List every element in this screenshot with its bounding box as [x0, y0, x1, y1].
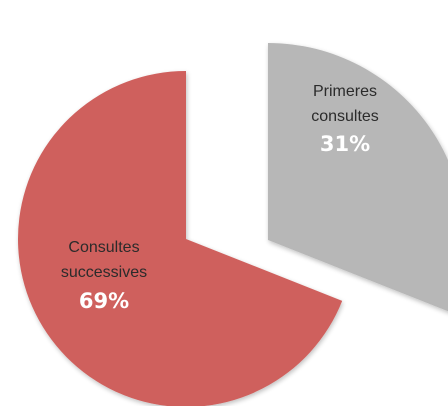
pie-slice-primeres-consultes [268, 43, 448, 312]
slice-label-successives-line2: successives [61, 264, 147, 281]
slice-label-primeres-line1: Primeres [313, 83, 377, 100]
slice-percent-successives: 69% [79, 289, 129, 313]
pie-slice-consultes-successives [18, 71, 343, 406]
slice-percent-primeres: 31% [320, 132, 370, 156]
slice-label-successives-line1: Consultes [68, 239, 139, 256]
slice-label-primeres-line2: consultes [311, 108, 379, 125]
